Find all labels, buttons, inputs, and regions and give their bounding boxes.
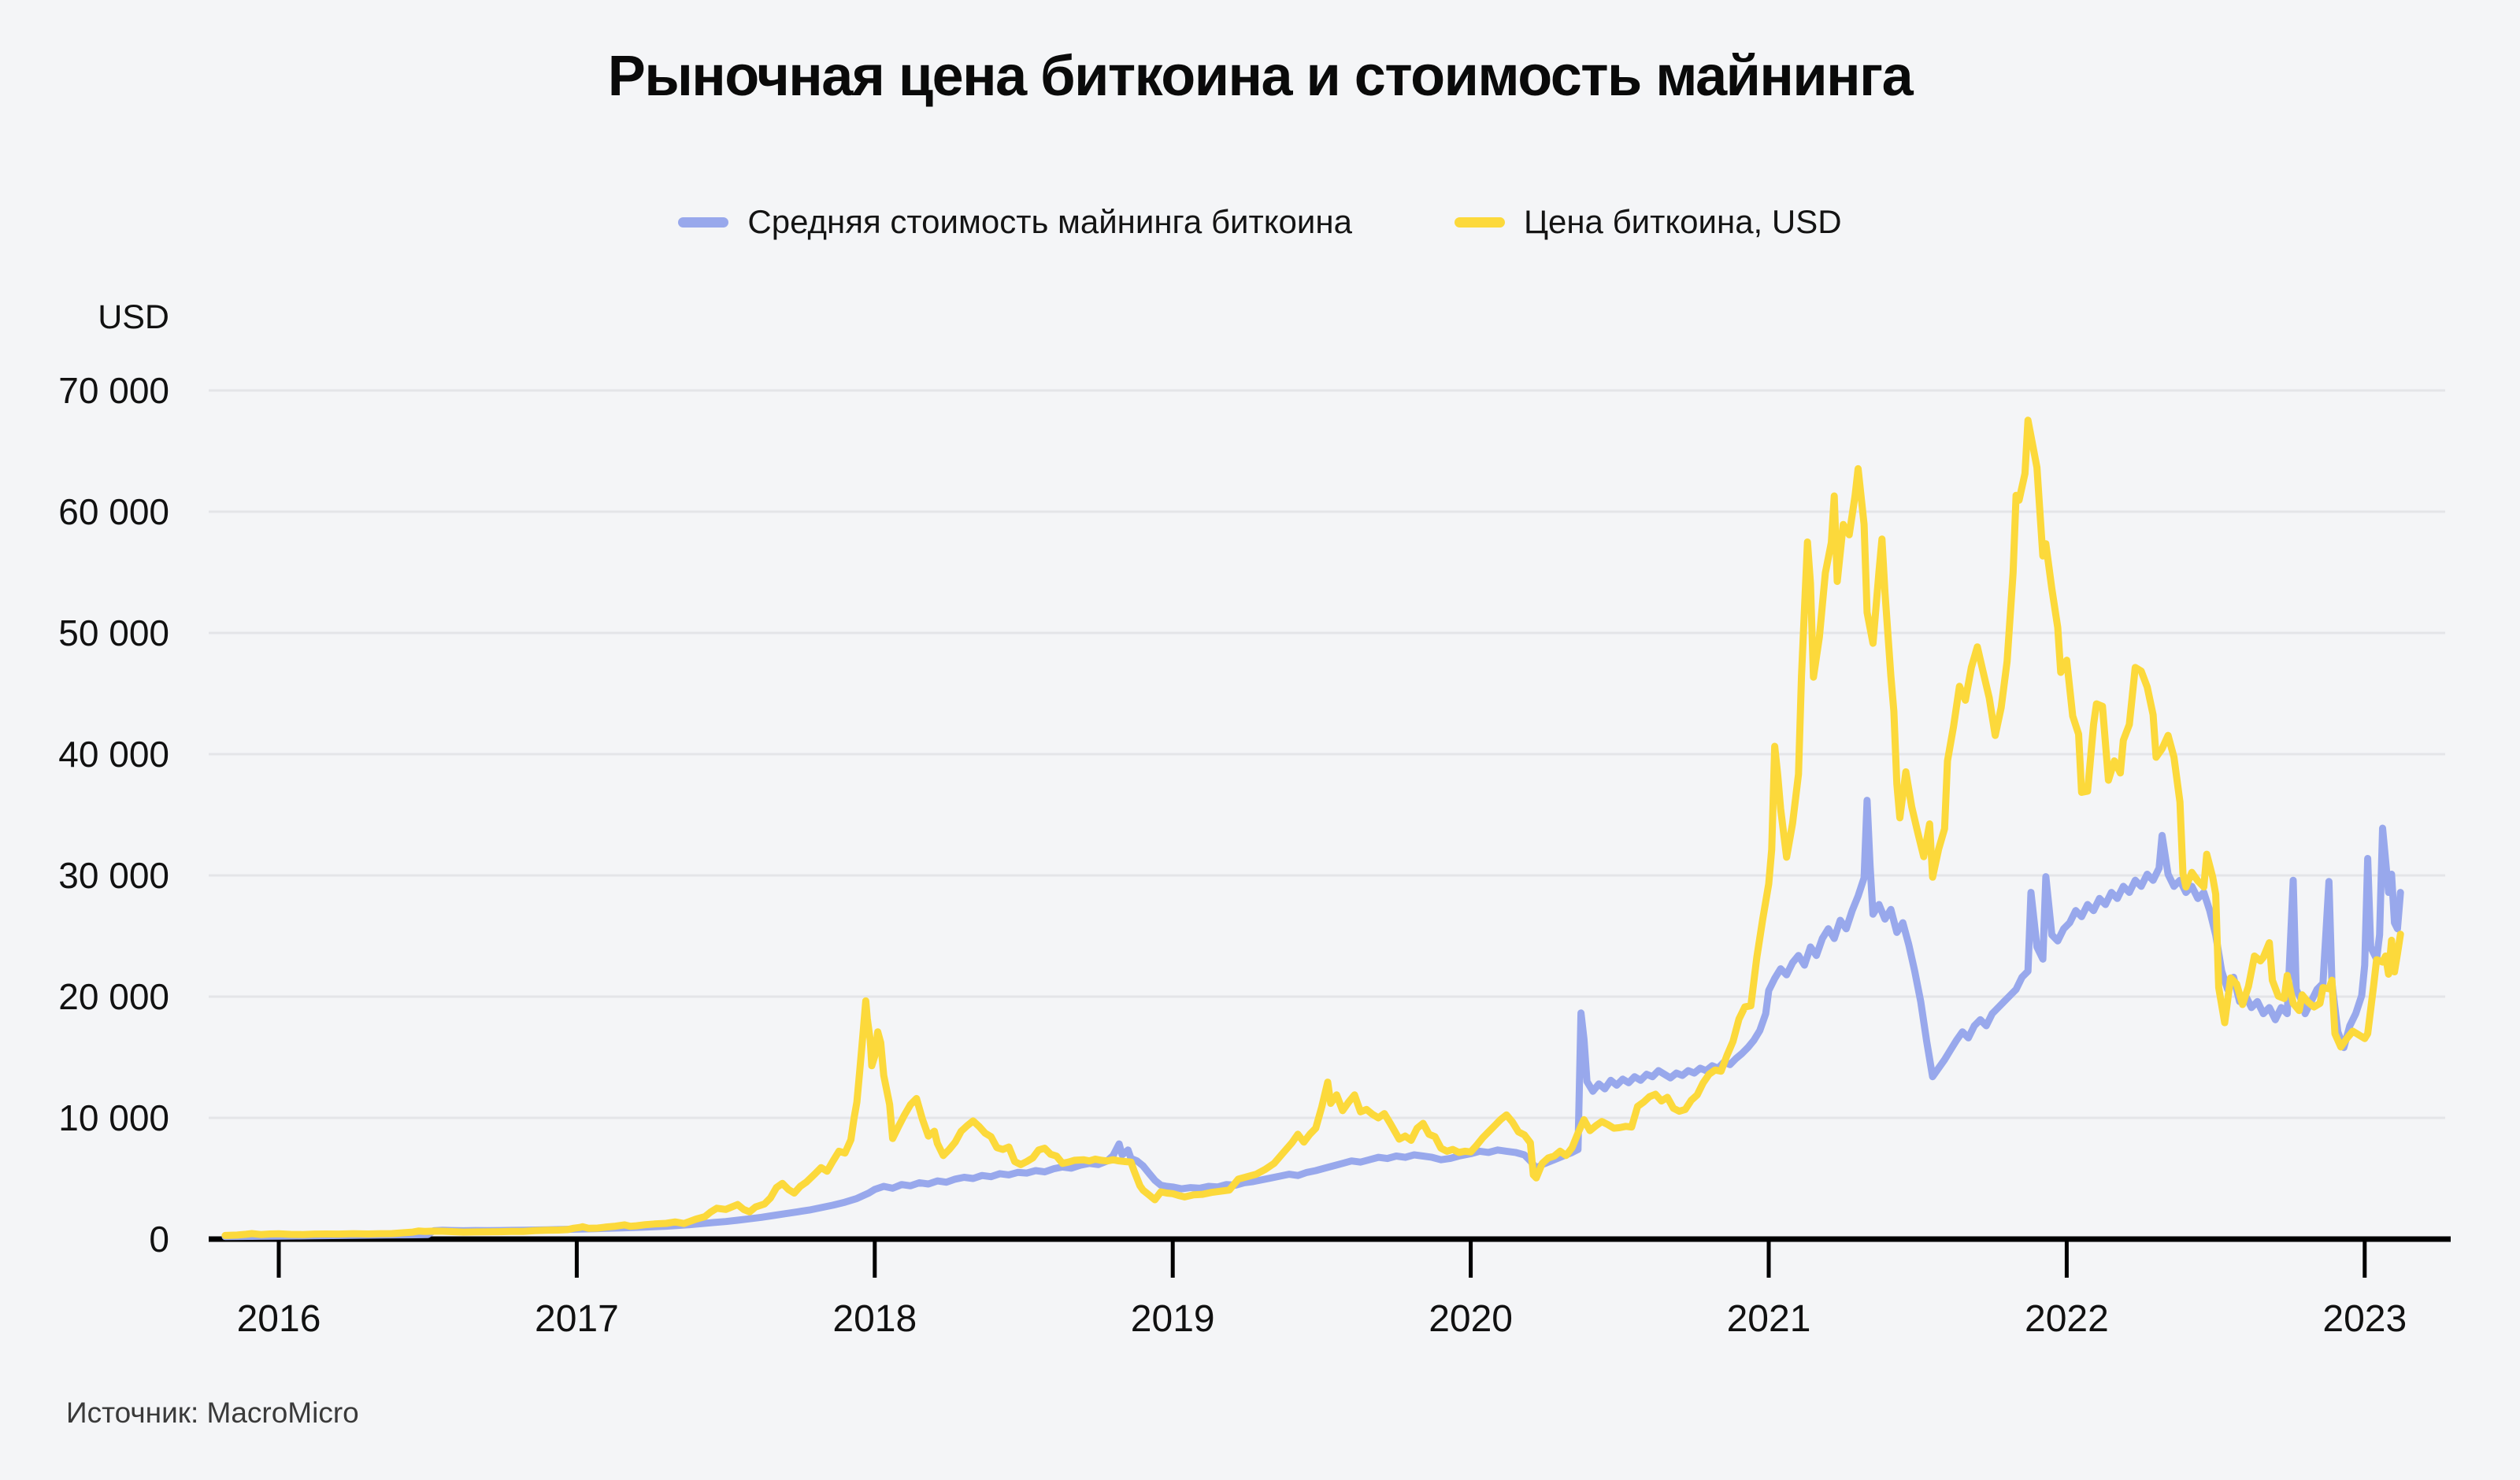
y-tick-label: 10 000 xyxy=(58,1097,169,1138)
legend-label-mining-cost: Средняя стоимость майнинга биткоина xyxy=(747,203,1352,240)
y-tick-label: 60 000 xyxy=(58,491,169,532)
legend-item-mining-cost: Средняя стоимость майнинга биткоина xyxy=(678,203,1352,241)
x-tick-label: 2019 xyxy=(1130,1298,1215,1340)
btc-price-line xyxy=(221,416,2404,1239)
x-tick-label: 2017 xyxy=(535,1298,619,1340)
chart-title: Рыночная цена биткоина и стоимость майни… xyxy=(607,45,1914,108)
x-tick-label: 2016 xyxy=(236,1298,321,1340)
mining-cost-swatch-icon xyxy=(678,216,729,228)
y-tick-label: 30 000 xyxy=(58,855,169,896)
y-tick-label: 20 000 xyxy=(58,976,169,1017)
y-axis-unit-label: USD xyxy=(98,298,169,336)
x-tick-label: 2023 xyxy=(2322,1298,2407,1340)
legend: Средняя стоимость майнинга биткоина Цена… xyxy=(0,203,2520,241)
legend-item-price: Цена биткоина, USD xyxy=(1454,203,1842,241)
x-tick-label: 2018 xyxy=(832,1298,917,1340)
y-tick-label: 0 xyxy=(149,1219,169,1260)
y-tick-label: 50 000 xyxy=(58,612,169,653)
y-tick-label: 40 000 xyxy=(58,734,169,775)
price-swatch-icon xyxy=(1454,216,1505,228)
legend-label-price: Цена биткоина, USD xyxy=(1523,203,1842,240)
source-note: Источник: MacroMicro xyxy=(66,1397,359,1429)
x-tick-label: 2022 xyxy=(2025,1298,2109,1340)
mining-cost-line xyxy=(221,797,2404,1241)
x-tick-label: 2020 xyxy=(1429,1298,1513,1340)
y-tick-label: 70 000 xyxy=(58,370,169,411)
x-tick-label: 2021 xyxy=(1726,1298,1811,1340)
